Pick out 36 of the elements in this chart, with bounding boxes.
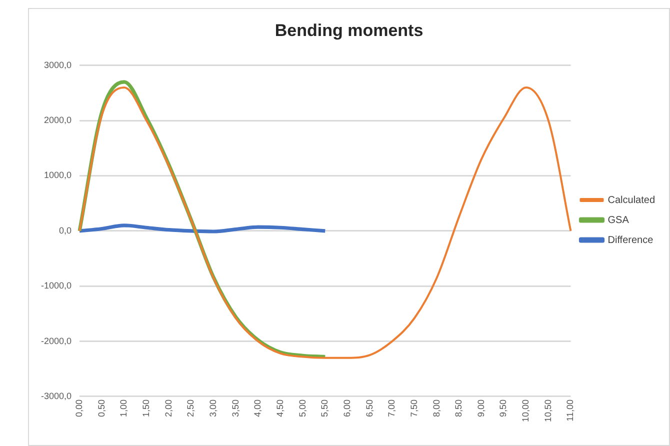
x-tick-label: 7,50 xyxy=(408,399,419,418)
y-tick-label: 0,0 xyxy=(59,225,72,236)
x-tick-label: 10,00 xyxy=(520,399,531,422)
chart-title: Bending moments xyxy=(274,20,424,40)
x-tick-label: 10,50 xyxy=(542,399,553,422)
x-tick-label: 2,50 xyxy=(186,399,196,418)
line-series xyxy=(78,224,327,234)
y-tick-label: 3000,0 xyxy=(44,60,72,70)
x-tick-label: 0,50 xyxy=(96,399,106,418)
x-tick-label: 11,00 xyxy=(565,399,576,422)
x-tick-label: 6,50 xyxy=(364,399,374,418)
x-tick-label: 3,50 xyxy=(230,399,240,418)
x-tick-label: 9,50 xyxy=(498,399,508,418)
x-tick-label: 8,00 xyxy=(431,399,442,418)
x-tick-label: 0,00 xyxy=(74,399,84,418)
x-tick-label: 4,00 xyxy=(252,399,263,418)
x-tick-label: 7,00 xyxy=(386,399,397,418)
y-tick-label: -1000,0 xyxy=(40,280,72,291)
x-tick-label: 5,00 xyxy=(297,399,308,418)
x-tick-label: 1,50 xyxy=(140,399,151,418)
line-series xyxy=(78,86,572,359)
y-tick-label: 1000,0 xyxy=(44,170,72,180)
x-tick-label: 1,00 xyxy=(118,399,129,418)
x-tick-label: 6,00 xyxy=(342,399,352,418)
x-tick-label: 5,50 xyxy=(320,399,330,418)
x-tick-label: 4,50 xyxy=(274,399,285,418)
y-tick-label: 2000,0 xyxy=(44,115,72,126)
y-tick-label: -3000,0 xyxy=(40,390,72,401)
y-tick-label: -2000,0 xyxy=(40,336,72,346)
x-tick-label: 3,00 xyxy=(208,399,218,418)
x-tick-label: 2,00 xyxy=(163,399,174,418)
x-tick-label: 9,00 xyxy=(476,399,486,418)
legend-label: GSA xyxy=(608,214,630,226)
legend-label: Difference xyxy=(608,234,654,246)
legend-label: Calculated xyxy=(608,194,656,206)
x-tick-label: 8,50 xyxy=(454,399,464,418)
